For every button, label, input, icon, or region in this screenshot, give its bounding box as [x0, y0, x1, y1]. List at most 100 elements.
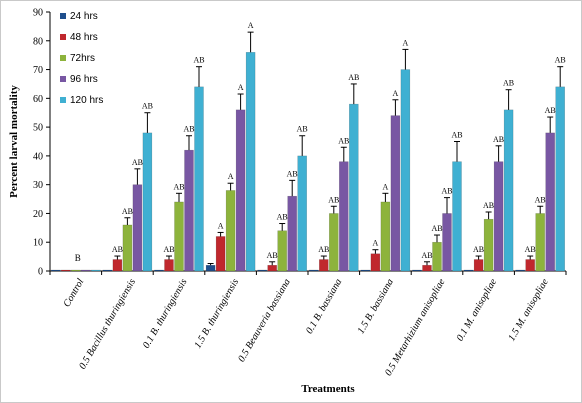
bar-72hrs — [535, 213, 545, 272]
legend-swatch — [60, 55, 66, 61]
legend-label: 24 hrs — [70, 11, 98, 22]
significance-label: AB — [483, 201, 494, 210]
bar-72hrs — [329, 213, 339, 272]
bar-72hrs — [174, 201, 184, 272]
bar-72hrs — [277, 230, 287, 272]
bar-24-hrs — [360, 269, 371, 272]
y-axis-title: Percent larval mortality — [8, 85, 20, 198]
y-tick-label: 50 — [33, 123, 43, 134]
category-label: 1.5 B. thuringiensis — [192, 277, 241, 350]
significance-label: AB — [163, 245, 174, 254]
significance-label: AB — [142, 102, 153, 111]
legend-label: 96 hrs — [70, 74, 98, 85]
bar-120-hrs — [91, 269, 101, 272]
bar-24-hrs — [154, 269, 164, 272]
legend-swatch — [60, 34, 66, 40]
bar-48-hrs — [215, 236, 226, 272]
significance-label: AB — [122, 207, 133, 216]
bar-24-hrs — [463, 269, 474, 272]
significance-label: A — [228, 172, 234, 181]
significance-label: AB — [328, 195, 339, 204]
bar-120-hrs — [142, 132, 153, 272]
bar-48-hrs — [525, 259, 535, 272]
significance-label: A — [218, 221, 224, 230]
bar-72hrs — [71, 269, 81, 272]
significance-label: AB — [525, 245, 536, 254]
significance-label: AB — [421, 251, 432, 260]
y-tick-label: 70 — [33, 65, 43, 76]
bar-120-hrs — [297, 155, 307, 272]
significance-label: A — [373, 239, 379, 248]
bar-72hrs — [380, 201, 391, 272]
category-label: 0.1 M. anisopliae — [455, 277, 500, 344]
bar-120-hrs — [452, 161, 462, 272]
bar-120-hrs — [400, 69, 411, 272]
legend-swatch — [60, 13, 66, 19]
significance-label: AB — [287, 169, 298, 178]
category-label: 1.5 M. anisopliae — [506, 277, 551, 344]
bar-48-hrs — [112, 259, 123, 272]
bar-120-hrs — [349, 103, 359, 272]
category-label: 0.5 Bacillus thuringiensis — [77, 277, 138, 371]
significance-label: AB — [451, 131, 462, 140]
bar-96-hrs — [545, 132, 555, 272]
y-tick-label: 10 — [33, 238, 43, 249]
significance-label: AB — [183, 125, 194, 134]
bar-24-hrs — [412, 269, 422, 272]
significance-label: AB — [473, 245, 484, 254]
bar-96-hrs — [390, 115, 401, 272]
x-axis-title: Treatments — [301, 383, 355, 395]
bar-72hrs — [225, 190, 236, 272]
bar-24-hrs — [515, 269, 525, 272]
bar-72hrs — [122, 224, 133, 272]
bar-96-hrs — [81, 269, 91, 272]
significance-label: A — [238, 83, 244, 92]
significance-label: AB — [555, 56, 566, 65]
bar-96-hrs — [235, 109, 246, 272]
significance-label: AB — [493, 135, 504, 144]
significance-label: AB — [535, 195, 546, 204]
bar-24-hrs — [309, 269, 319, 272]
bar-96-hrs — [339, 161, 349, 272]
category-label: 0.5 Metarhizium anisopliae — [383, 277, 448, 378]
bar-96-hrs — [442, 213, 452, 272]
significance-label: AB — [132, 158, 143, 167]
bar-48-hrs — [61, 269, 71, 272]
significance-label: AB — [545, 106, 556, 115]
category-label: 0.1 B. thuringiensis — [141, 277, 190, 350]
bar-48-hrs — [473, 259, 484, 272]
control-annotation: B — [75, 253, 81, 263]
bar-24-hrs — [51, 269, 61, 272]
legend-label: 72hrs — [70, 53, 95, 64]
bar-96-hrs — [132, 184, 143, 272]
y-tick-label: 80 — [33, 36, 43, 47]
significance-label: A — [383, 182, 389, 191]
y-tick-label: 90 — [33, 8, 43, 19]
legend: 24 hrs 48 hrs 72hrs 96 hrs 120 hrs — [60, 11, 103, 106]
y-tick-label: 30 — [33, 180, 43, 191]
bar-24-hrs — [102, 269, 113, 272]
bar-48-hrs — [319, 259, 329, 272]
y-tick-label: 0 — [38, 267, 43, 278]
significance-label: A — [393, 89, 399, 98]
significance-label: AB — [441, 187, 452, 196]
bar-48-hrs — [422, 264, 432, 272]
legend-label: 48 hrs — [70, 32, 98, 43]
legend-swatch — [60, 97, 66, 103]
significance-label: AB — [318, 245, 329, 254]
bar-72hrs — [432, 241, 442, 272]
significance-label: AB — [112, 245, 123, 254]
bar-120-hrs — [194, 86, 204, 272]
bar-120-hrs — [555, 86, 565, 272]
significance-label: A — [403, 38, 409, 47]
significance-label: AB — [348, 73, 359, 82]
bar-24-hrs — [205, 264, 216, 272]
significance-label: AB — [193, 56, 204, 65]
bar-48-hrs — [267, 264, 277, 272]
significance-label: AB — [297, 125, 308, 134]
bar-96-hrs — [287, 195, 297, 272]
bar-96-hrs — [184, 149, 194, 272]
category-label: 0.1 B. bassiana — [304, 277, 344, 336]
y-tick-label: 20 — [33, 209, 43, 220]
significance-label: A — [248, 21, 254, 30]
